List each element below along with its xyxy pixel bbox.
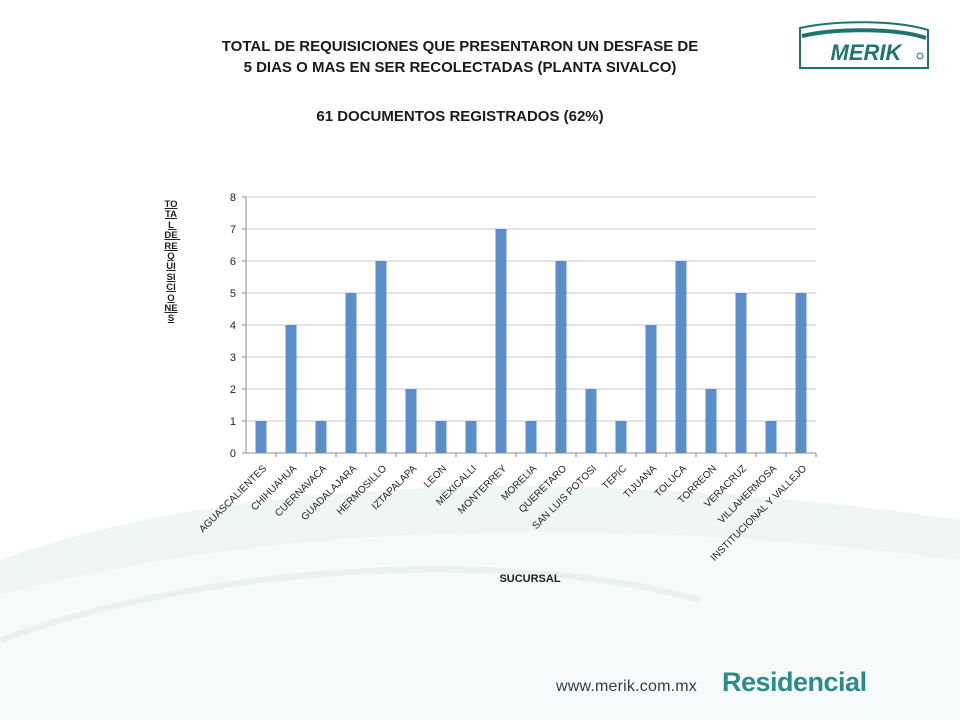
x-tick-label: LEON: [422, 463, 449, 490]
y-tick-label: 5: [230, 288, 236, 300]
footer-url[interactable]: www.merik.com.mx: [556, 678, 697, 695]
footer-brand: Residencial: [722, 667, 867, 697]
bar: [795, 293, 807, 453]
bar: [735, 293, 747, 453]
bar: [465, 421, 477, 453]
y-tick-label: 3: [230, 352, 236, 364]
bar: [645, 325, 657, 453]
bar: [435, 421, 447, 453]
bar: [765, 421, 777, 453]
bar: [315, 421, 327, 453]
chart-title-line2: 5 DIAS O MAS EN SER RECOLECTADAS (PLANTA…: [243, 59, 677, 76]
y-tick-label: 2: [230, 384, 236, 396]
y-tick-label: 1: [230, 416, 236, 428]
bar: [285, 325, 297, 453]
grid-layer: [246, 196, 816, 454]
bar: [375, 261, 387, 453]
x-tick-label: TIJUANA: [622, 463, 659, 500]
bar: [705, 389, 717, 453]
y-tick-label: 7: [230, 224, 236, 236]
bar: [405, 389, 417, 453]
y-tick-labels: 0 1 2 3 4 5 6 7 8: [230, 192, 236, 460]
y-tick-label: 8: [230, 192, 236, 204]
x-tick-label: TEPIC: [601, 463, 630, 492]
bar: [585, 389, 597, 453]
chart-subtitle: 61 DOCUMENTOS REGISTRADOS (62%): [316, 108, 604, 125]
bar: [345, 293, 357, 453]
bar: [525, 421, 537, 453]
axis-layer: [242, 196, 817, 457]
bar: [675, 261, 687, 453]
y-tick-label: 0: [230, 448, 236, 460]
bar: [255, 421, 267, 453]
logo-text: MERIK: [831, 40, 904, 65]
x-tick-label: CUERNAVACA: [273, 463, 329, 519]
y-tick-label: 4: [230, 320, 236, 332]
chart-title-line1: TOTAL DE REQUISICIONES QUE PRESENTARON U…: [221, 38, 699, 55]
merik-logo: MERIK: [796, 20, 932, 72]
y-tick-label: 6: [230, 256, 236, 268]
x-axis-label: SUCURSAL: [499, 573, 561, 585]
bar: [555, 261, 567, 453]
bar-layer: [255, 229, 807, 453]
x-tick-labels: AGUASCALIENTESCHIHUAHUACUERNAVACAGUADALA…: [197, 463, 809, 563]
bar: [495, 229, 507, 453]
y-axis-label: TOTAL DE REQUISICIONES: [164, 199, 181, 325]
bar: [615, 421, 627, 453]
